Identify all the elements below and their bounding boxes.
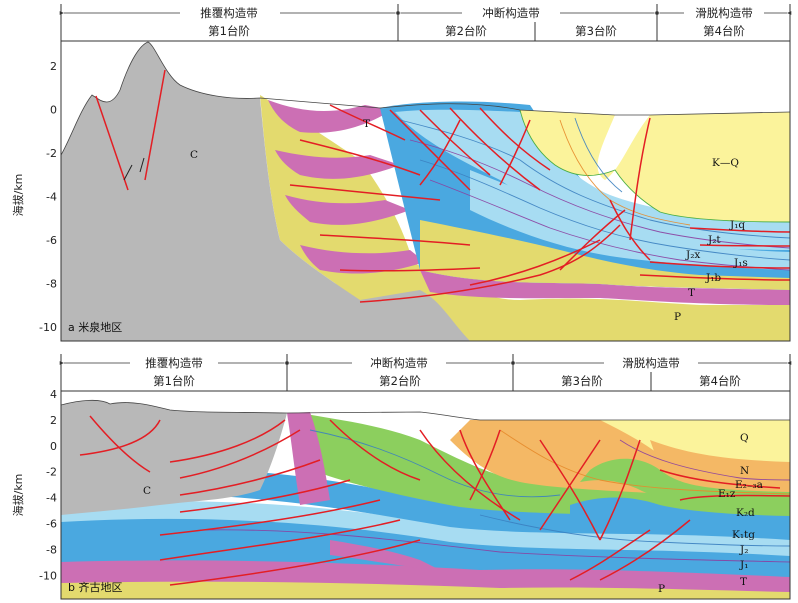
layer-J1 <box>61 516 790 577</box>
layer-T-west-2 <box>275 150 400 179</box>
panel-a-y-axis: 海拔/km 2 0 -2 -4 -6 -8 -10 <box>11 60 65 334</box>
layer-basement-C <box>61 42 470 341</box>
panel-b: 推覆构造带 冲断构造带 滑脱构造带 第1台阶 第2台阶 第3台阶 第4台阶 海拔… <box>11 354 792 600</box>
y-tick-label: -10 <box>39 569 57 582</box>
panel-label: b 齐古地区 <box>68 580 122 594</box>
step-label: 第2台阶 <box>445 24 487 38</box>
layer-P-core-1 <box>420 220 790 290</box>
unit-label: Q <box>740 432 749 444</box>
y-tick-label: -4 <box>46 191 57 204</box>
y-tick-label: -6 <box>46 234 57 247</box>
unit-label: T <box>688 287 695 299</box>
layer-T <box>61 557 790 592</box>
zone-label: 冲断构造带 <box>482 6 540 20</box>
unit-label: J₁q <box>729 219 745 231</box>
layer-J2 <box>61 501 790 556</box>
y-tick-label: -2 <box>46 466 57 479</box>
unit-label: K₂d <box>736 507 755 519</box>
layer-strata-west <box>260 95 420 300</box>
zone-label: 推覆构造带 <box>200 6 258 20</box>
unit-label: J₂t <box>707 234 721 246</box>
unit-label: C <box>143 485 151 497</box>
bedding-lines-b <box>199 429 790 563</box>
layer-N <box>650 440 790 480</box>
layer-T-lower <box>420 270 790 305</box>
unit-label: J₁ <box>739 559 748 571</box>
zone-label: 滑脱构造带 <box>622 356 680 370</box>
unit-label: K—Q <box>712 157 739 169</box>
zone-label: 冲断构造带 <box>370 356 428 370</box>
unit-label: K₁tg <box>732 529 755 541</box>
y-tick-label: -8 <box>46 278 57 291</box>
y-tick-label: 0 <box>50 104 57 117</box>
faults-b <box>79 415 790 586</box>
unit-label: J₂x <box>685 249 700 261</box>
layer-K1tg <box>200 470 790 540</box>
panel-a-header: 推覆构造带 冲断构造带 滑脱构造带 第1台阶 第2台阶 第3台阶 第4台阶 <box>59 4 792 41</box>
step-label: 第4台阶 <box>703 24 745 38</box>
panel-a-section: C T K—Q J₁q J₂t J₂x J₁s J₁b T P a 米泉地区 <box>61 41 790 341</box>
layer-T-west-4 <box>300 245 425 274</box>
step-label: 第2台阶 <box>379 374 421 388</box>
y-tick-label: 0 <box>50 440 57 453</box>
y-tick-label: -6 <box>46 518 57 531</box>
layer-T-sliver-2 <box>330 540 440 570</box>
layer-P <box>61 577 790 599</box>
step-label: 第3台阶 <box>575 24 617 38</box>
faults-a <box>95 69 790 303</box>
layer-K-Q <box>520 110 790 222</box>
unit-label: C <box>190 149 198 161</box>
unit-label: P <box>674 311 681 323</box>
unit-label: T <box>740 576 747 588</box>
unit-label: J₁s <box>733 257 748 269</box>
unit-label: T <box>363 118 370 130</box>
y-axis-label: 海拔/km <box>11 174 25 217</box>
bedding-lines-a <box>399 117 790 271</box>
panel-label: a 米泉地区 <box>68 320 122 334</box>
layer-J-anticline <box>570 497 790 535</box>
y-axis-label: 海拔/km <box>11 474 25 517</box>
layer-T-west-3 <box>285 195 410 225</box>
panel-a: 推覆构造带 冲断构造带 滑脱构造带 第1台阶 第2台阶 第3台阶 第4台阶 海拔… <box>11 4 792 342</box>
panel-b-y-axis: 海拔/km 4 2 0 -2 -4 -6 -8 -10 <box>11 388 65 582</box>
step-label: 第1台阶 <box>208 24 250 38</box>
unit-label: J₂ <box>739 544 748 556</box>
panel-b-header: 推覆构造带 冲断构造带 滑脱构造带 第1台阶 第2台阶 第3台阶 第4台阶 <box>59 354 792 391</box>
panel-b-section: C Q N E₂₋₃a E₁z K₂d K₁tg J₂ J₁ T P b 齐古地… <box>61 391 790 599</box>
layer-T-west-1 <box>268 100 392 133</box>
layer-J-light-2 <box>470 170 790 270</box>
step-label: 第4台阶 <box>699 374 741 388</box>
zone-label: 滑脱构造带 <box>695 6 753 20</box>
layer-K-anticline <box>580 458 790 510</box>
y-tick-label: -2 <box>46 147 57 160</box>
layer-T-sliver <box>287 412 330 505</box>
unit-label: J₁b <box>705 272 721 284</box>
y-tick-label: -8 <box>46 543 57 556</box>
unit-label: E₁z <box>718 488 736 500</box>
y-tick-label: 2 <box>50 414 57 427</box>
unit-label: P <box>658 583 665 595</box>
y-tick-label: -4 <box>46 492 57 505</box>
unit-label: E₂₋₃a <box>735 479 763 491</box>
step-label: 第3台阶 <box>561 374 603 388</box>
y-tick-label: 4 <box>50 388 57 401</box>
zone-label: 推覆构造带 <box>145 356 203 370</box>
y-tick-label: -10 <box>39 321 57 334</box>
y-tick-label: 2 <box>50 60 57 73</box>
step-label: 第1台阶 <box>153 374 195 388</box>
unit-label: N <box>740 465 749 477</box>
